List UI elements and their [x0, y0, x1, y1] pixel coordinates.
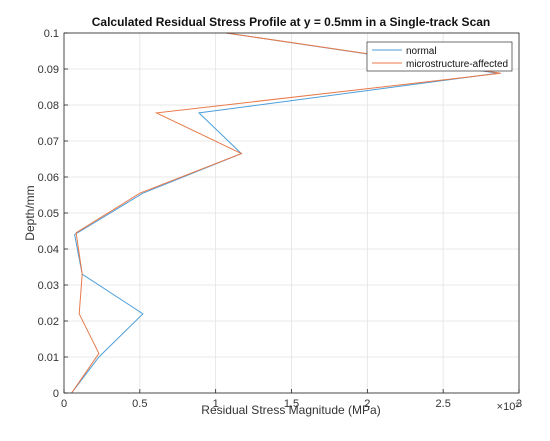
y-tick-label: 0 — [53, 388, 59, 400]
y-tick-label: 0.1 — [44, 28, 59, 40]
x-tick-label: 0.5 — [132, 398, 147, 410]
x-axis-label: Residual Stress Magnitude (MPa) — [201, 403, 380, 417]
x-ticks: 0 0.5 1 1.5 2 2.5 3 — [61, 389, 522, 410]
chart-title: Calculated Residual Stress Profile at y … — [92, 15, 491, 29]
y-tick-label: 0.06 — [38, 172, 59, 184]
x-tick-label: 2.5 — [436, 398, 451, 410]
series-line-normal — [71, 32, 498, 394]
legend-box — [366, 41, 513, 72]
y-tick-label: 0.05 — [38, 208, 59, 220]
y-ticks: 0 0.01 0.02 0.03 0.04 0.05 0.06 0.07 0.08 0.09 0.1 — [38, 28, 68, 400]
series-layer — [71, 32, 501, 394]
y-tick-label: 0.03 — [38, 280, 59, 292]
x-tick-label: 2 — [364, 398, 370, 410]
y-tick-label: 0.09 — [38, 64, 59, 76]
y-tick-label: 0.08 — [38, 100, 59, 112]
series-line-microstructure-affected — [71, 32, 501, 394]
y-tick-label: 0.07 — [38, 136, 59, 148]
legend-label-microstructure-affected: microstructure-affected — [406, 59, 508, 70]
y-tick-label: 0.04 — [38, 244, 59, 256]
x-tick-label: 3 — [516, 398, 522, 410]
y-axis-label: Depth/mm — [23, 185, 37, 240]
x-tick-label: 1 — [213, 398, 219, 410]
legend: normal microstructure-affected — [366, 41, 513, 72]
y-tick-label: 0.01 — [38, 352, 59, 364]
x-tick-label: 0 — [61, 398, 67, 410]
legend-label-normal: normal — [406, 46, 437, 57]
x-exponent-label: ×10² — [497, 401, 520, 413]
y-tick-label: 0.02 — [38, 316, 59, 328]
x-tick-label: 1.5 — [284, 398, 299, 410]
